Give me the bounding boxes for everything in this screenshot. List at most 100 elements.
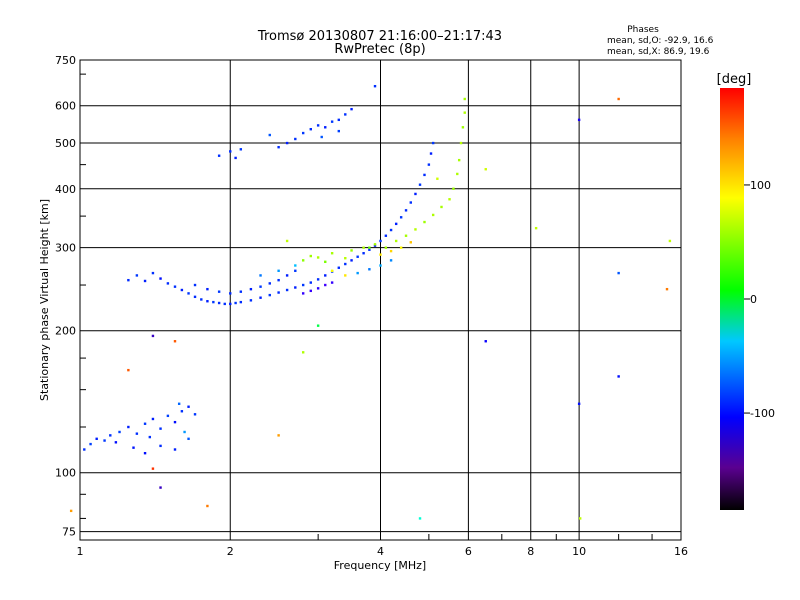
data-point [579, 517, 582, 520]
data-point [173, 420, 177, 424]
data-point [384, 246, 388, 249]
data-point [356, 255, 359, 258]
x-tick-label: 2 [227, 545, 234, 558]
data-point [309, 281, 312, 284]
data-point [324, 283, 327, 287]
y-tick-label: 600 [55, 100, 76, 113]
data-point [206, 504, 209, 508]
data-points [69, 84, 672, 520]
data-point [151, 467, 155, 470]
chart-subtitle: RwPretec (8p) [334, 42, 425, 57]
data-point [212, 300, 215, 304]
data-point [362, 246, 365, 249]
data-point [418, 517, 422, 520]
data-point [183, 430, 186, 434]
data-point [617, 97, 620, 101]
data-point [294, 264, 297, 267]
data-point [301, 292, 305, 295]
data-point [187, 437, 190, 441]
data-point [452, 187, 455, 190]
data-point [217, 290, 221, 293]
data-point [277, 291, 280, 294]
y-tick-label: 75 [62, 526, 76, 539]
data-point [368, 246, 371, 249]
data-point [249, 287, 253, 291]
data-point [456, 172, 459, 176]
data-point [127, 368, 130, 372]
data-point [285, 274, 289, 277]
data-point [143, 422, 147, 425]
colorbar-unit-label: [deg] [717, 72, 752, 87]
data-point [362, 252, 365, 255]
data-point [143, 451, 147, 455]
data-point [431, 141, 435, 145]
data-point [577, 402, 581, 405]
data-point [217, 154, 221, 157]
x-tick-label: 8 [527, 545, 534, 558]
data-point [259, 274, 262, 277]
data-point [384, 234, 388, 237]
data-point [127, 278, 130, 282]
data-point [259, 285, 262, 288]
data-point [330, 120, 334, 123]
colorbar [720, 88, 744, 510]
data-point [151, 334, 155, 338]
data-point [239, 290, 243, 293]
data-point [193, 413, 197, 416]
data-point [259, 296, 262, 299]
data-point [277, 269, 280, 272]
data-point [330, 281, 334, 284]
plot-frame [79, 59, 682, 541]
x-tick-label: 6 [465, 545, 472, 558]
data-point [414, 192, 417, 196]
data-point [463, 111, 466, 114]
data-point [394, 239, 398, 243]
data-point [373, 84, 377, 88]
data-point [399, 216, 403, 219]
data-point [173, 340, 177, 343]
data-point [330, 252, 334, 255]
data-point [135, 432, 139, 435]
data-point [429, 152, 433, 155]
data-point [127, 425, 130, 429]
data-point [309, 127, 312, 131]
data-point [324, 274, 327, 277]
data-point [229, 150, 232, 153]
data-point [277, 434, 280, 437]
data-point [668, 239, 672, 243]
data-point [294, 137, 297, 141]
data-point [316, 124, 320, 127]
data-point [135, 274, 139, 277]
data-point [617, 375, 620, 378]
x-axis-label: Frequency [MHz] [334, 559, 426, 572]
data-point [577, 118, 581, 122]
data-point [217, 301, 221, 305]
data-point [223, 302, 226, 306]
y-tick-label: 300 [55, 242, 76, 255]
data-point [151, 417, 155, 421]
data-point [268, 282, 271, 285]
data-point [301, 351, 305, 354]
data-point [166, 282, 170, 285]
data-point [229, 302, 232, 306]
grid-lines [80, 60, 681, 540]
x-tick-label: 4 [377, 545, 384, 558]
data-point [118, 430, 121, 434]
data-point [301, 131, 305, 135]
data-point [448, 198, 451, 201]
data-point [404, 234, 408, 237]
y-tick-label: 400 [55, 183, 76, 196]
data-point [95, 437, 98, 441]
data-point [239, 148, 243, 151]
data-point [285, 288, 289, 292]
data-point [103, 439, 106, 442]
x-tick-label: 16 [674, 545, 688, 558]
data-point [414, 228, 417, 231]
data-point [350, 259, 353, 262]
data-point [200, 298, 203, 301]
data-point [373, 243, 377, 246]
data-point [356, 271, 359, 275]
data-point [173, 448, 177, 451]
data-point [316, 278, 320, 281]
data-point [268, 133, 271, 137]
